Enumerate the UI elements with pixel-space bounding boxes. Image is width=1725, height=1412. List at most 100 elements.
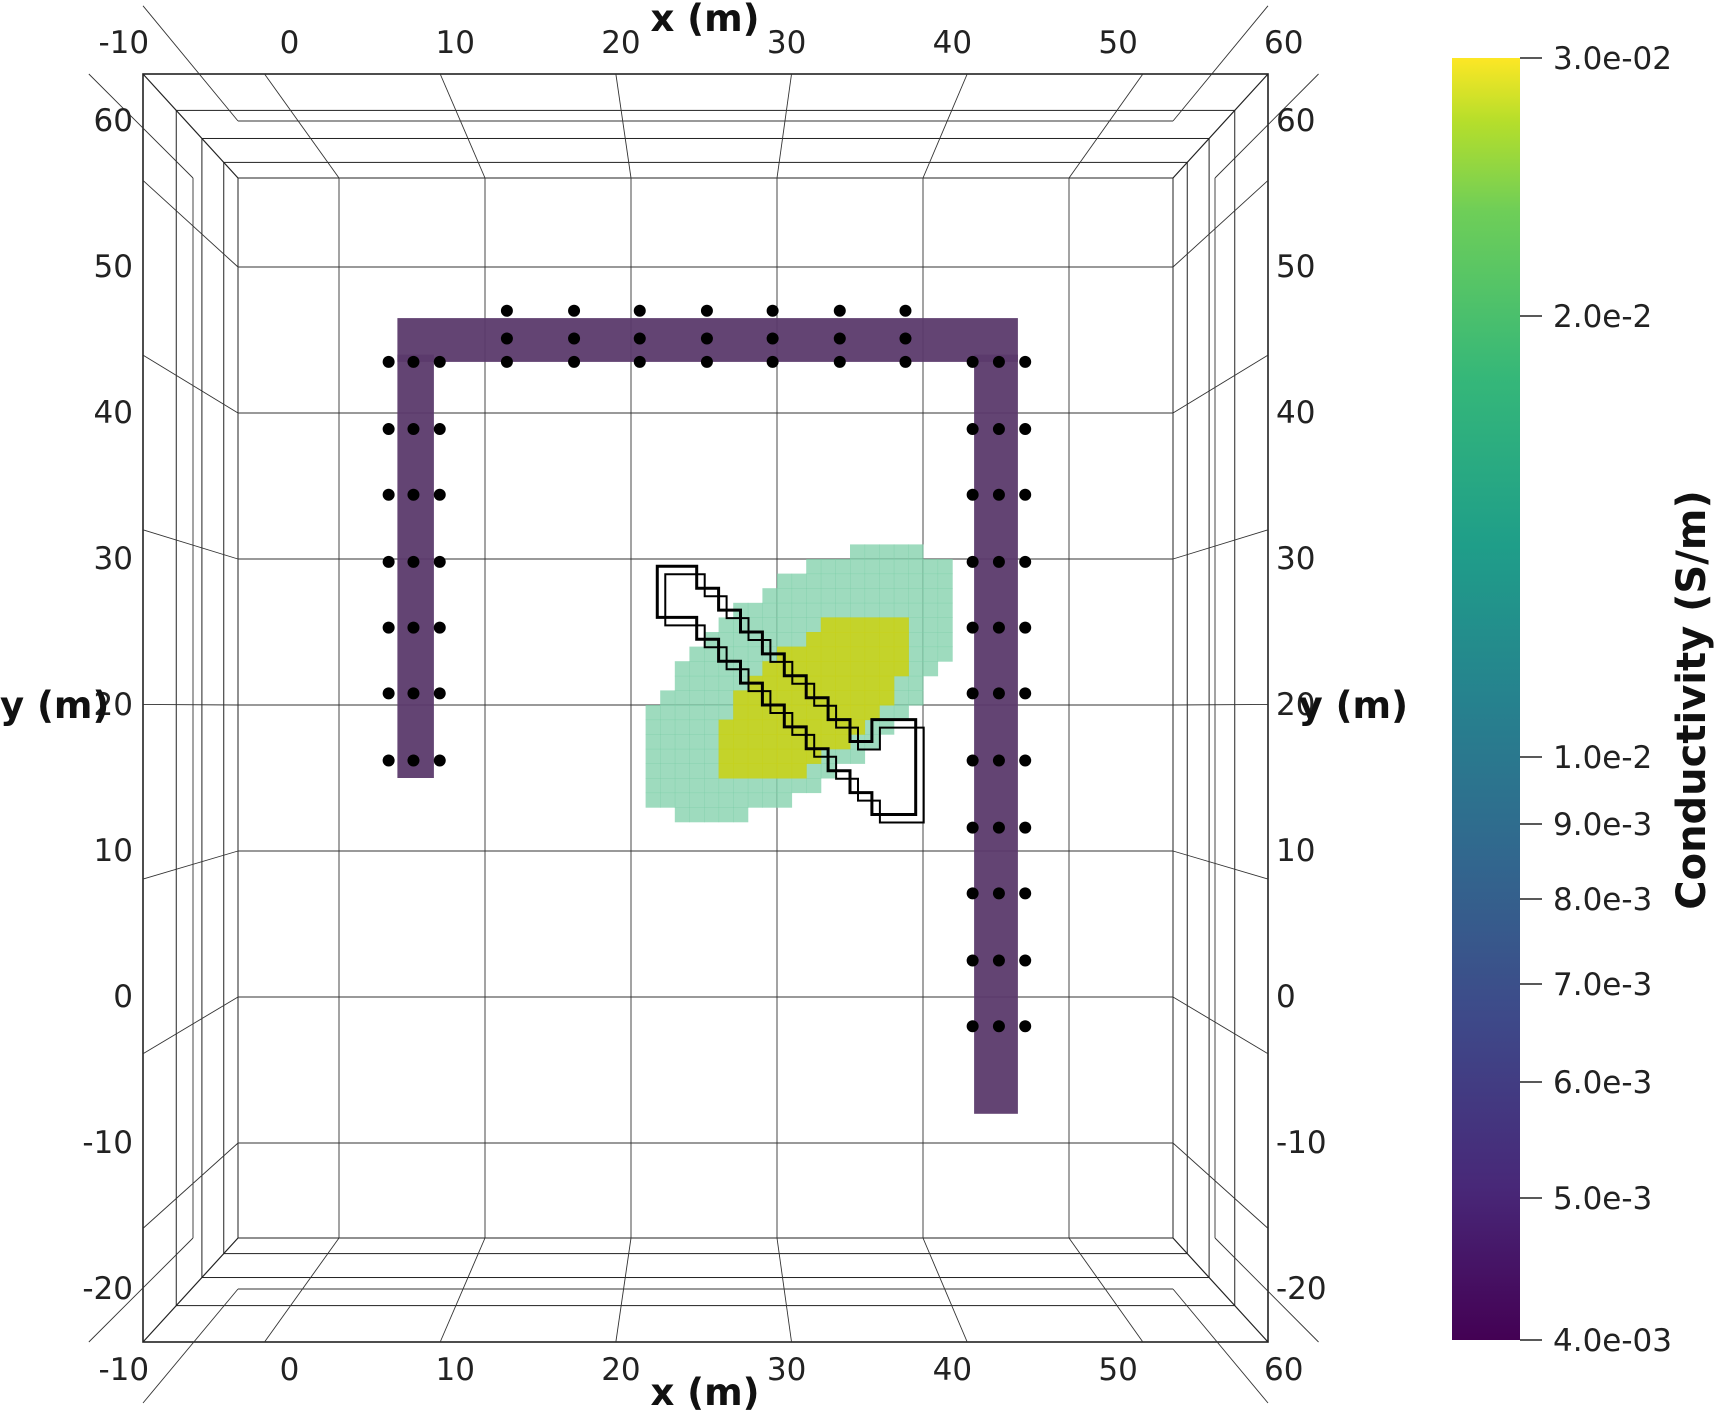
anomaly-voxel — [689, 661, 705, 677]
grid-ray — [615, 1237, 632, 1343]
anomaly-voxel — [660, 705, 676, 721]
anomaly-voxel — [704, 734, 720, 750]
anomaly-voxel — [689, 690, 705, 706]
anomaly-voxel — [908, 675, 924, 691]
anomaly-voxel — [806, 646, 822, 662]
anomaly-voxel — [864, 646, 880, 662]
x-tick-label-bottom: 50 — [1098, 1352, 1137, 1388]
anomaly-voxel — [791, 617, 807, 633]
x-axis-label-top: x (m) — [650, 0, 759, 40]
anomaly-voxel — [777, 675, 793, 691]
grid-ray — [1172, 1288, 1269, 1404]
grid-ray — [1172, 180, 1269, 268]
anomaly-voxel — [937, 588, 953, 604]
anomaly-voxel — [850, 690, 866, 706]
anomaly-voxel — [879, 690, 895, 706]
grid-ray — [776, 73, 792, 179]
grid-ray — [776, 1237, 792, 1343]
anomaly-voxel — [674, 763, 690, 779]
anomaly-voxel — [733, 748, 749, 764]
anomaly-voxel — [777, 632, 793, 648]
anomaly-voxel — [864, 617, 880, 633]
x-tick-label-bottom: 20 — [601, 1352, 640, 1388]
anomaly-voxel — [937, 573, 953, 589]
y-tick-label-left: 40 — [94, 395, 133, 431]
electrode-point — [833, 355, 846, 368]
anomaly-voxel — [820, 573, 836, 589]
anomaly-voxel — [704, 719, 720, 735]
anomaly-voxel — [835, 748, 851, 764]
anomaly-voxel — [908, 602, 924, 618]
anomaly-voxel — [791, 632, 807, 648]
anomaly-voxel — [718, 778, 734, 794]
anomaly-voxel — [864, 559, 880, 575]
anomaly-voxel — [747, 748, 763, 764]
y-tick-label-right: 40 — [1276, 395, 1315, 431]
anomaly-voxel — [893, 588, 909, 604]
anomaly-voxel — [777, 734, 793, 750]
anomaly-voxel — [689, 734, 705, 750]
electrode-point — [966, 621, 979, 634]
electrode-point — [966, 821, 979, 834]
grid-ray — [142, 529, 239, 560]
conductive-anomaly — [645, 544, 953, 823]
anomaly-voxel — [660, 719, 676, 735]
colorbar-gradient — [1452, 58, 1520, 1340]
colorbar-tick-label: 9.0e-3 — [1553, 807, 1652, 843]
colorbar-title: Conductivity (S/m) — [1669, 490, 1715, 910]
electrode-point — [992, 887, 1005, 900]
anomaly-voxel — [689, 748, 705, 764]
y-tick-label-left: -10 — [82, 1125, 133, 1161]
anomaly-voxel — [660, 763, 676, 779]
anomaly-voxel — [674, 734, 690, 750]
anomaly-voxel — [645, 719, 661, 735]
electrode-point — [382, 423, 395, 436]
electrode-point — [382, 754, 395, 767]
anomaly-voxel — [923, 617, 939, 633]
anomaly-voxel — [762, 748, 778, 764]
anomaly-voxel — [718, 617, 734, 633]
anomaly-voxel — [718, 763, 734, 779]
y-tick-label-left: 60 — [94, 103, 133, 139]
electrode-point — [382, 555, 395, 568]
anomaly-voxel — [660, 792, 676, 808]
grid-frame — [175, 109, 1236, 1307]
anomaly-voxel — [747, 792, 763, 808]
anomaly-voxel — [718, 705, 734, 721]
anomaly-voxel — [645, 748, 661, 764]
electrode-point — [1019, 887, 1032, 900]
anomaly-voxel — [850, 675, 866, 691]
anomaly-voxel — [777, 617, 793, 633]
anomaly-voxel — [864, 544, 880, 560]
anomaly-voxel — [864, 602, 880, 618]
y-tick-label-left: 10 — [94, 833, 133, 869]
grid-ray — [1172, 703, 1269, 706]
electrode-point — [407, 687, 420, 700]
anomaly-voxel — [791, 588, 807, 604]
anomaly-voxel — [908, 661, 924, 677]
anomaly-voxel — [806, 602, 822, 618]
anomaly-voxel — [660, 690, 676, 706]
grid-ray — [88, 73, 194, 179]
anomaly-voxel — [704, 778, 720, 794]
electrode-point — [382, 355, 395, 368]
electrode-point — [992, 488, 1005, 501]
anomaly-voxel — [689, 807, 705, 823]
electrode-point — [992, 423, 1005, 436]
anomaly-voxel — [820, 734, 836, 750]
anomaly-voxel — [879, 617, 895, 633]
y-tick-label-left: -20 — [82, 1271, 133, 1307]
anomaly-voxel — [937, 602, 953, 618]
electrode-point — [1019, 555, 1032, 568]
anomaly-voxel — [893, 690, 909, 706]
electrode-point — [433, 621, 446, 634]
anomaly-voxel — [850, 705, 866, 721]
y-tick-label-right: 10 — [1276, 833, 1315, 869]
anomaly-voxel — [674, 705, 690, 721]
anomaly-voxel — [791, 778, 807, 794]
anomaly-voxel — [864, 573, 880, 589]
grid-ray — [142, 5, 239, 122]
anomaly-voxel — [879, 632, 895, 648]
anomaly-voxel — [777, 602, 793, 618]
anomaly-voxel — [850, 646, 866, 662]
